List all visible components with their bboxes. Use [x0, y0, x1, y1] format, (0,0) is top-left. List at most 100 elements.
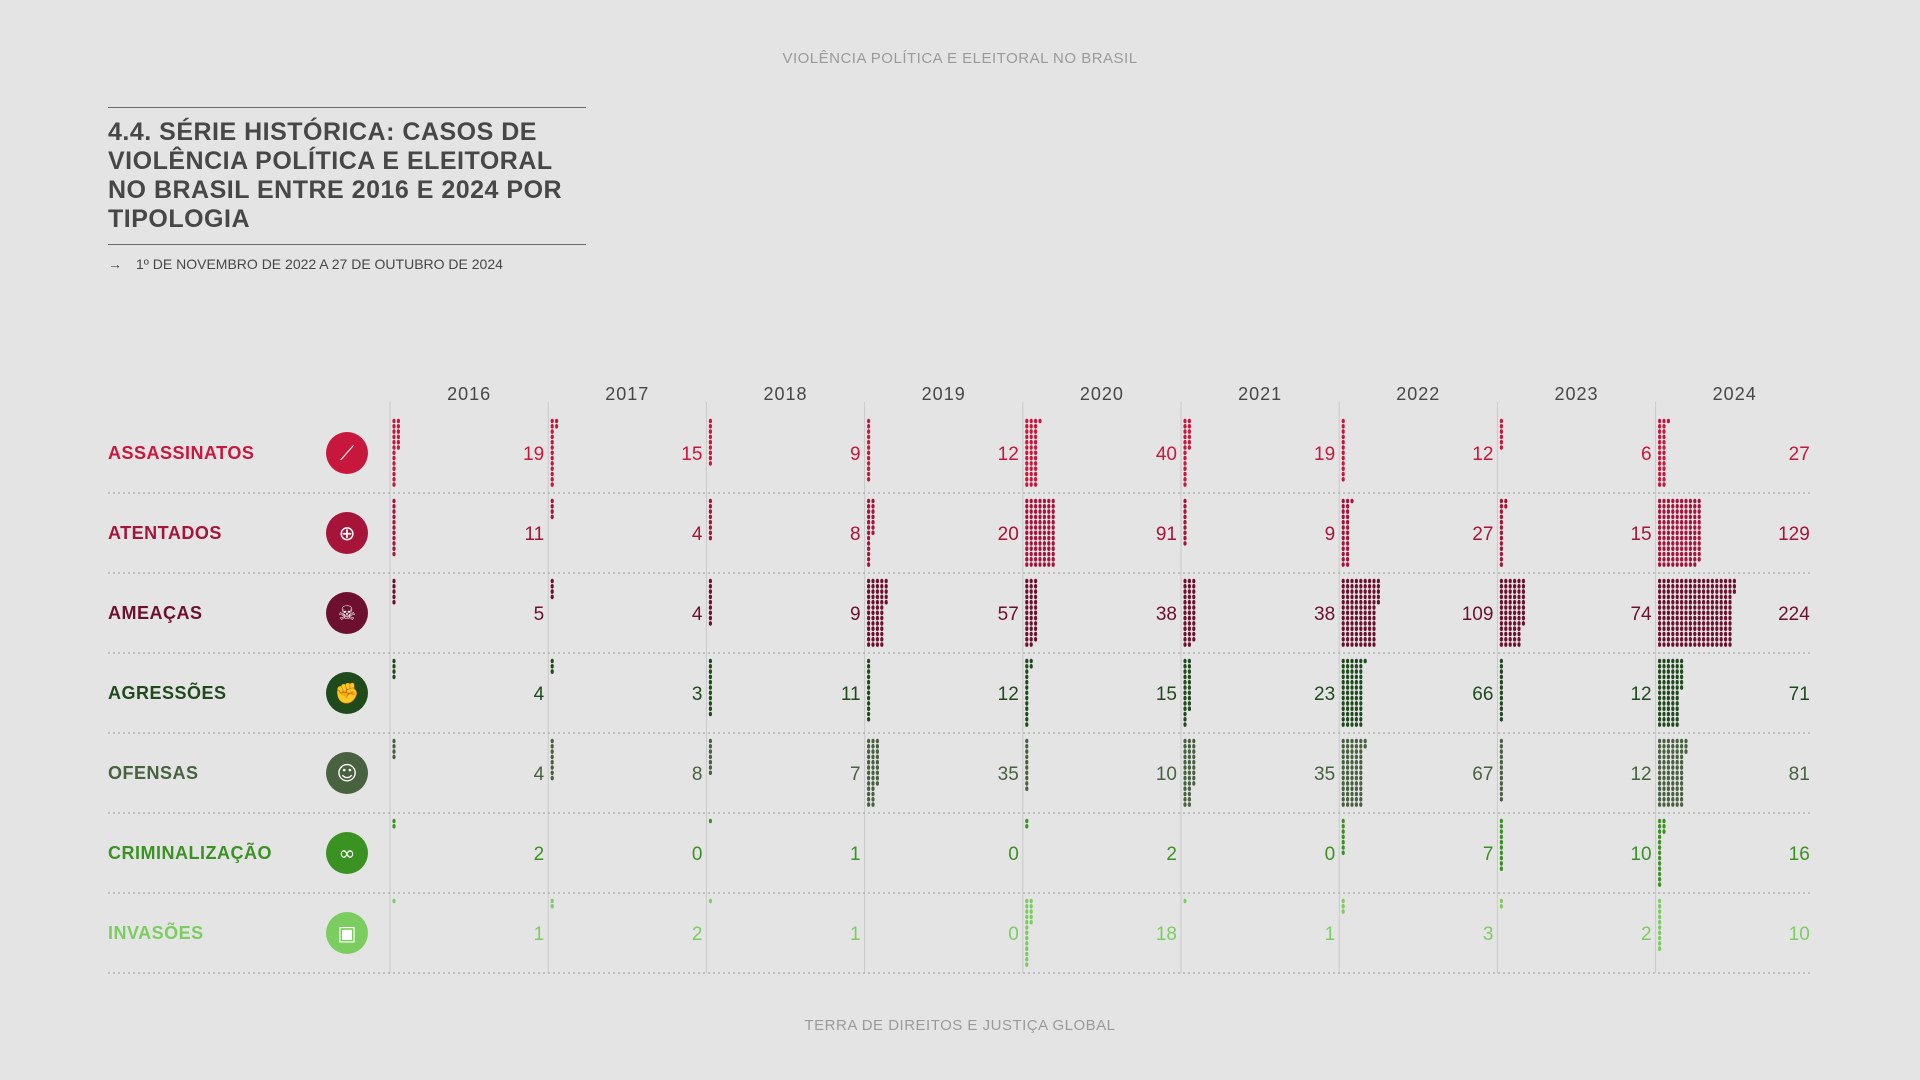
data-dot [867, 594, 871, 600]
data-dot [1363, 642, 1367, 647]
data-dot [392, 418, 396, 424]
data-dot [1359, 722, 1363, 727]
data-dot [1688, 642, 1692, 647]
data-dot [1359, 631, 1363, 637]
data-dot [1666, 551, 1670, 557]
data-value-label: 5 [534, 604, 545, 625]
data-dot [1675, 674, 1679, 680]
data-value-label: 9 [850, 444, 861, 465]
data-dot [1662, 525, 1666, 530]
data-dot [1183, 482, 1187, 487]
data-dot [1368, 626, 1372, 631]
data-dot [1684, 584, 1688, 589]
data-dot [392, 546, 396, 551]
data-dot [1346, 765, 1350, 770]
data-dot [1680, 626, 1684, 631]
data-dot [550, 775, 554, 781]
data-dot [1732, 578, 1736, 584]
data-dot [1517, 626, 1521, 631]
data-dot [1029, 642, 1033, 647]
data-dot [1697, 514, 1701, 520]
data-dot [1499, 834, 1503, 840]
data-dot [1042, 562, 1046, 567]
data-dot [1666, 621, 1670, 626]
data-dot [1688, 541, 1692, 546]
data-value-label: 4 [692, 604, 703, 625]
data-dot [1183, 519, 1187, 525]
dot-cluster [1341, 418, 1345, 482]
data-dot [1658, 482, 1662, 487]
data-dot [1341, 845, 1345, 850]
data-dot [1368, 594, 1372, 600]
data-dot [871, 797, 875, 802]
data-dot [1508, 594, 1512, 600]
data-dot [1706, 615, 1710, 621]
data-dot [1666, 701, 1670, 706]
data-dot [1499, 519, 1503, 525]
data-dot [1658, 706, 1662, 711]
data-dot [1499, 498, 1503, 504]
data-dot [1675, 584, 1679, 589]
data-dot [871, 578, 875, 584]
data-dot [1508, 626, 1512, 631]
dot-cluster [867, 578, 888, 647]
data-dot [1187, 594, 1191, 600]
data-dot [1680, 749, 1684, 754]
data-dot [1693, 610, 1697, 616]
data-dot [1693, 557, 1697, 562]
data-dot [880, 615, 884, 621]
data-dot [867, 589, 871, 594]
data-dot [1675, 679, 1679, 685]
data-dot [1662, 514, 1666, 520]
data-dot [1354, 711, 1358, 717]
data-dot [1354, 738, 1358, 744]
data-dot [1025, 919, 1029, 925]
data-dot [1346, 546, 1350, 551]
data-dot [1666, 610, 1670, 616]
data-dot [1499, 765, 1503, 770]
data-dot [867, 775, 871, 781]
data-dot [1341, 744, 1345, 749]
data-dot [1662, 599, 1666, 605]
data-dot [1675, 551, 1679, 557]
data-dot [1025, 786, 1029, 791]
data-dot [880, 610, 884, 616]
data-dot [1724, 631, 1728, 637]
data-value-label: 2 [1166, 844, 1177, 865]
data-dot [1025, 690, 1029, 696]
data-dot [1042, 535, 1046, 541]
data-dot [1666, 674, 1670, 680]
data-dot [392, 530, 396, 536]
data-dot [1499, 791, 1503, 797]
data-dot [1025, 455, 1029, 461]
data-dot [1499, 557, 1503, 562]
data-dot [1350, 621, 1354, 626]
data-dot [1702, 589, 1706, 594]
target-icon-badge [326, 512, 368, 554]
data-dot [1025, 519, 1029, 525]
data-dot [1341, 429, 1345, 434]
data-dot [1688, 637, 1692, 642]
data-dot [1658, 791, 1662, 797]
data-dot [1658, 610, 1662, 616]
data-dot [1671, 695, 1675, 701]
data-dot [1706, 584, 1710, 589]
data-dot [1025, 637, 1029, 642]
data-dot [1688, 519, 1692, 525]
data-value-label: 9 [850, 604, 861, 625]
data-dot [1517, 642, 1521, 647]
data-dot [1029, 466, 1033, 472]
data-dot [1183, 711, 1187, 717]
data-dot [1675, 557, 1679, 562]
data-dot [1658, 631, 1662, 637]
data-dot [1346, 664, 1350, 669]
data-dot [1724, 637, 1728, 642]
data-dot [1671, 535, 1675, 541]
data-dot [1680, 551, 1684, 557]
data-dot [1697, 626, 1701, 631]
data-dot [1341, 754, 1345, 760]
data-dot [1372, 631, 1376, 637]
data-dot [1499, 658, 1503, 664]
data-value-label: 19 [523, 444, 544, 465]
data-dot [1354, 642, 1358, 647]
